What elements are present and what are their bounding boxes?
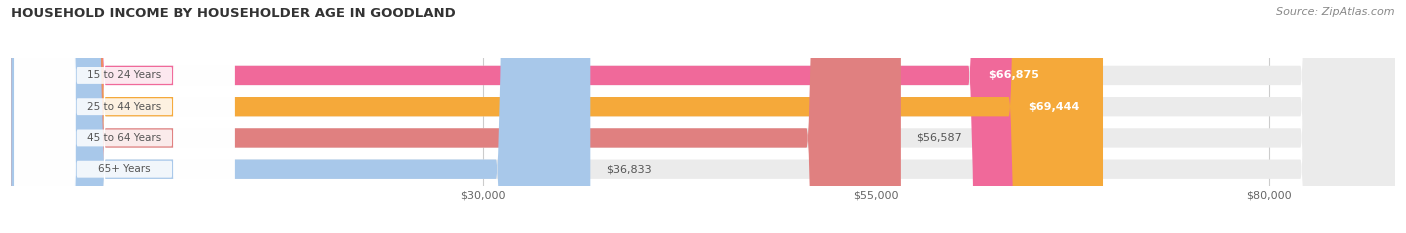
Text: $56,587: $56,587 (917, 133, 962, 143)
FancyBboxPatch shape (11, 0, 1395, 233)
Text: 65+ Years: 65+ Years (98, 164, 150, 174)
FancyBboxPatch shape (14, 0, 235, 233)
Text: HOUSEHOLD INCOME BY HOUSEHOLDER AGE IN GOODLAND: HOUSEHOLD INCOME BY HOUSEHOLDER AGE IN G… (11, 7, 456, 20)
Text: $69,444: $69,444 (1028, 102, 1080, 112)
FancyBboxPatch shape (14, 0, 235, 233)
FancyBboxPatch shape (11, 0, 901, 233)
FancyBboxPatch shape (14, 0, 235, 233)
FancyBboxPatch shape (14, 0, 235, 233)
FancyBboxPatch shape (11, 0, 1104, 233)
FancyBboxPatch shape (11, 0, 1395, 233)
FancyBboxPatch shape (11, 0, 1395, 233)
Text: 15 to 24 Years: 15 to 24 Years (87, 70, 162, 80)
FancyBboxPatch shape (11, 0, 1395, 233)
FancyBboxPatch shape (11, 0, 1063, 233)
FancyBboxPatch shape (11, 0, 591, 233)
Text: Source: ZipAtlas.com: Source: ZipAtlas.com (1277, 7, 1395, 17)
Text: $36,833: $36,833 (606, 164, 651, 174)
Text: $66,875: $66,875 (988, 70, 1039, 80)
Text: 45 to 64 Years: 45 to 64 Years (87, 133, 162, 143)
Text: 25 to 44 Years: 25 to 44 Years (87, 102, 162, 112)
